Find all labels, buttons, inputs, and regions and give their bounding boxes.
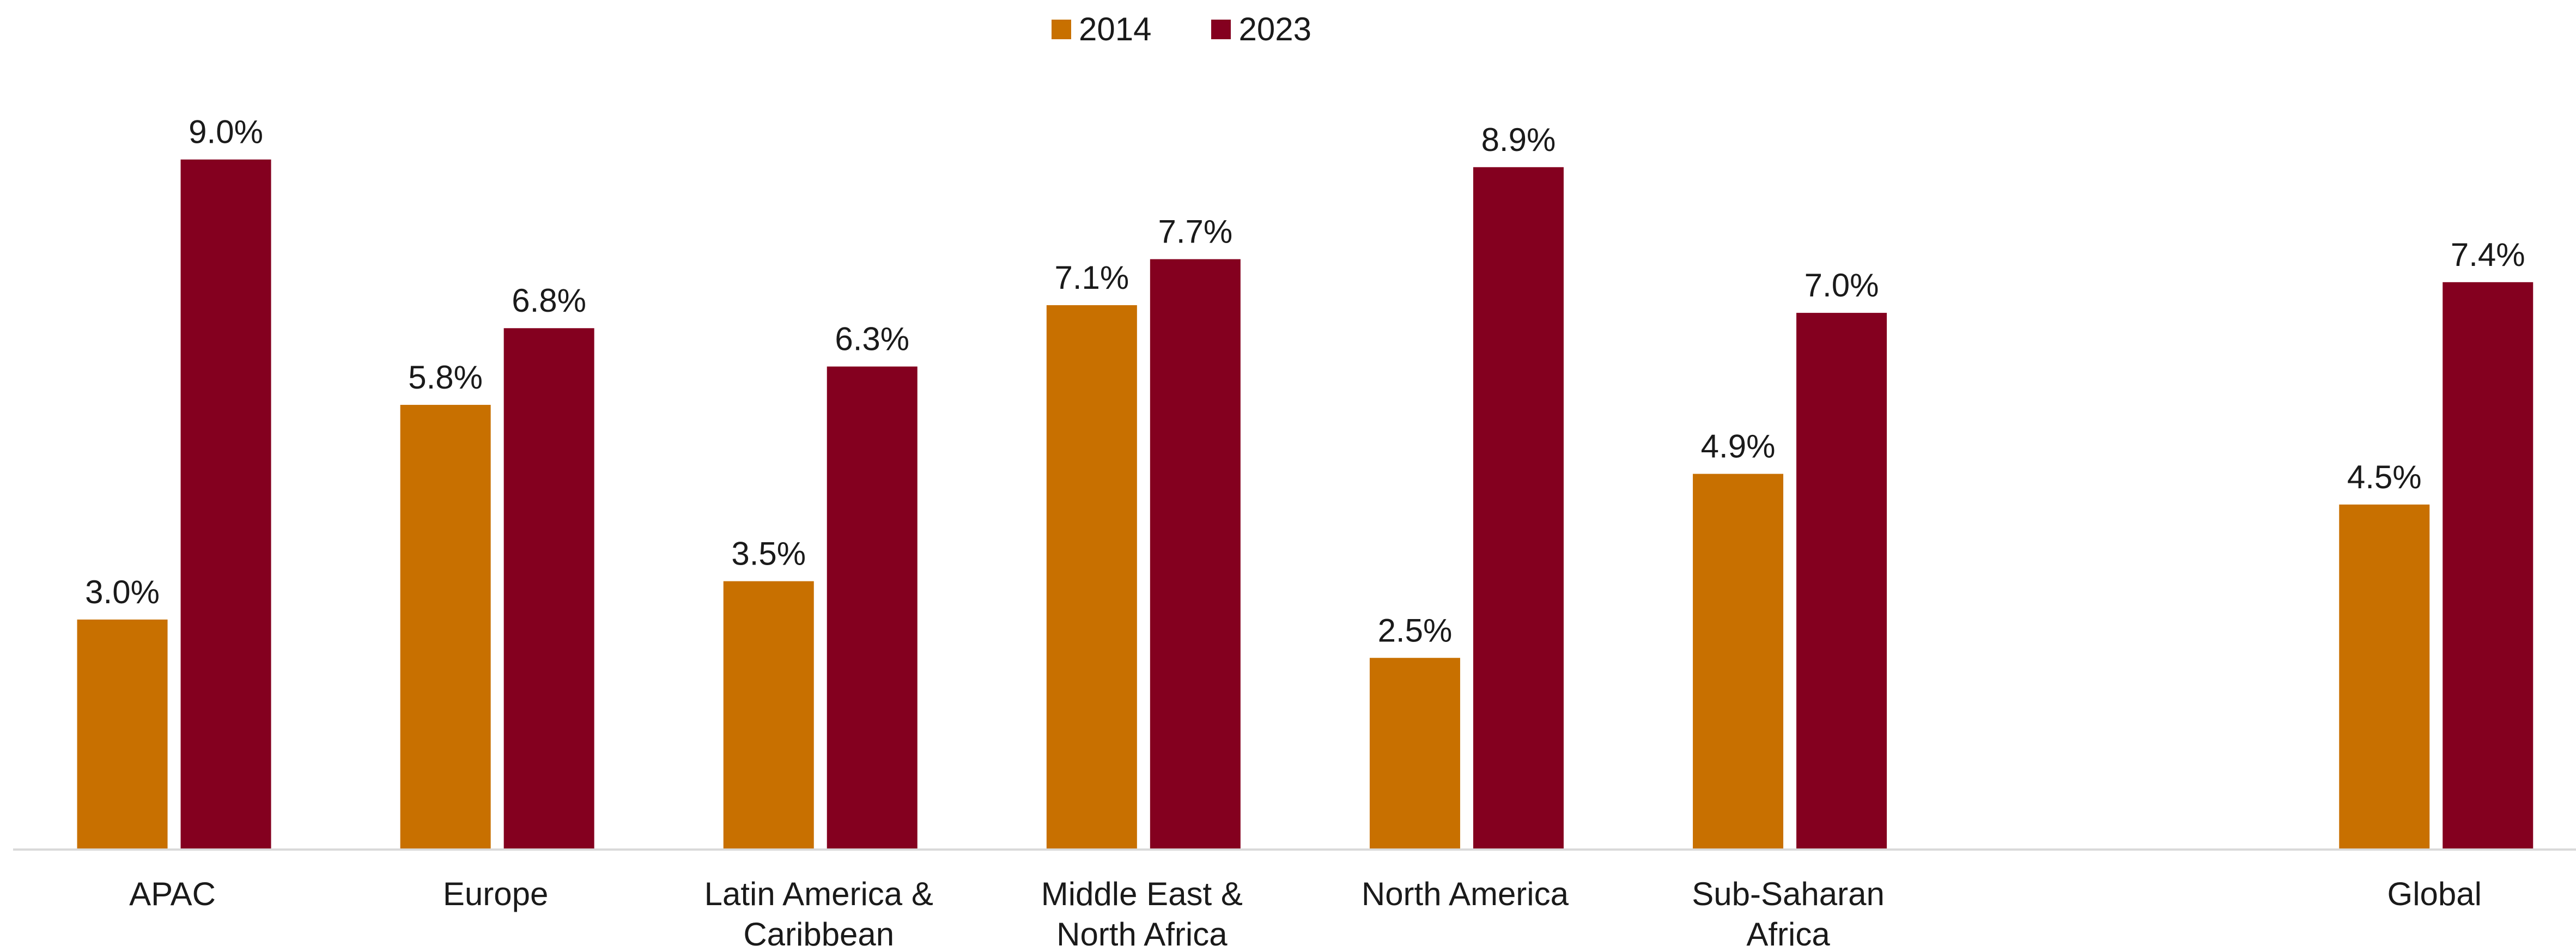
x-tick-label: Latin America & Caribbean <box>704 876 933 952</box>
legend-label: 2014 <box>1079 11 1152 47</box>
value-label: 2.5% <box>1378 612 1453 648</box>
x-tick-label: Europe <box>442 876 549 912</box>
bar <box>1796 313 1887 850</box>
bar <box>1046 305 1137 850</box>
legend-swatch <box>1211 20 1231 39</box>
bar <box>400 404 491 850</box>
value-label: 7.0% <box>1805 267 1879 304</box>
value-label: 7.1% <box>1054 259 1129 296</box>
x-tick-label: Global <box>2387 876 2482 912</box>
value-label: 6.3% <box>835 321 909 357</box>
value-label: 4.9% <box>1701 428 1776 465</box>
legend: 2014 2023 <box>1052 8 1311 51</box>
x-tick-label: Middle East & North Africa <box>1041 876 1243 952</box>
bar <box>1369 658 1460 850</box>
bar <box>180 159 271 850</box>
value-label: 9.0% <box>189 114 263 150</box>
bar <box>1473 167 1564 850</box>
value-label: 4.5% <box>2347 459 2422 495</box>
value-label: 3.5% <box>731 536 806 572</box>
bar <box>2339 504 2430 850</box>
value-label: 7.7% <box>1158 214 1232 250</box>
bar <box>827 366 918 850</box>
x-tick-label: North America <box>1361 876 1569 912</box>
legend-swatch <box>1052 20 1071 39</box>
x-tick-label: Sub-Saharan Africa <box>1692 876 1885 952</box>
bar <box>723 581 814 850</box>
legend-label: 2023 <box>1238 11 1311 47</box>
value-label: 3.0% <box>85 574 160 610</box>
bar <box>2443 282 2534 850</box>
bar <box>77 619 168 850</box>
value-label: 6.8% <box>512 282 586 319</box>
bar <box>1693 474 1784 850</box>
x-tick-label: APAC <box>129 876 216 912</box>
legend-item: 2014 <box>1052 8 1151 51</box>
bar <box>1150 259 1241 850</box>
legend-item: 2023 <box>1211 8 1311 51</box>
bar <box>503 328 594 850</box>
value-label: 8.9% <box>1481 122 1556 158</box>
value-label: 7.4% <box>2451 237 2525 273</box>
value-label: 5.8% <box>408 359 483 396</box>
